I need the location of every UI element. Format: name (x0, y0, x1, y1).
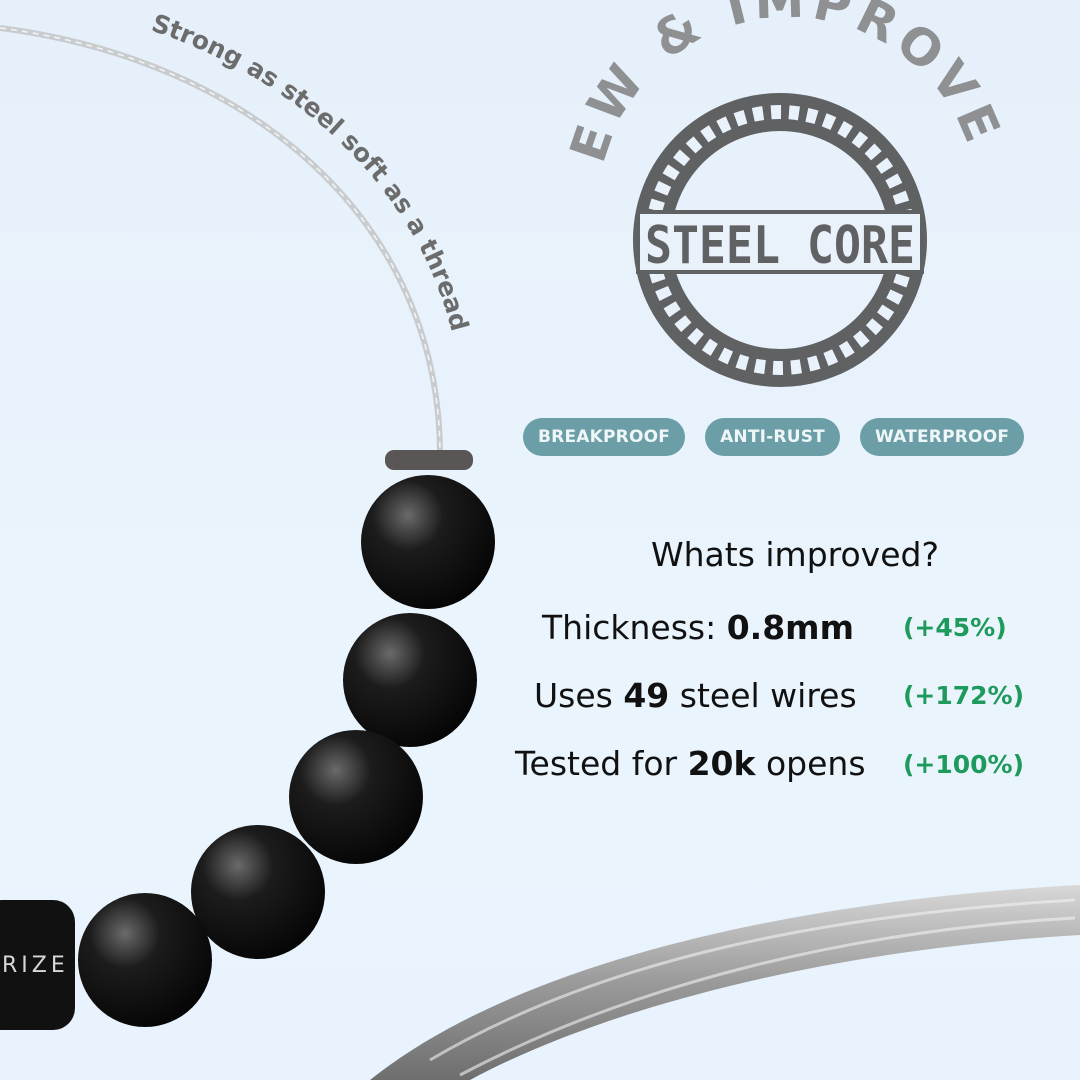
improvement-change: (+172%) (903, 681, 1025, 710)
badge-title: STEEL CORE (645, 216, 915, 276)
improvement-row-thickness: Thickness: 0.8mm (542, 608, 854, 647)
steel-core-badge: STEEL CORE (633, 93, 927, 387)
tag-breakproof: BREAKPROOF (523, 418, 686, 456)
row-suffix: steel wires (669, 676, 857, 715)
steel-wire (0, 25, 443, 456)
row-label: Uses (534, 676, 624, 715)
improvement-change: (+45%) (903, 613, 1007, 642)
tag-waterproof: WATERPROOF (859, 418, 1025, 456)
bead (361, 475, 495, 609)
row-value: 20k (687, 744, 756, 783)
row-value: 0.8mm (726, 608, 854, 647)
improvement-change: (+100%) (903, 750, 1025, 779)
steel-cable-closeup (370, 885, 1080, 1080)
bead (343, 613, 477, 747)
row-label: Thickness: (542, 608, 727, 647)
improvement-row-opens: Tested for 20k opens (515, 744, 866, 783)
wire-caption: Strong as steel soft as a thread (148, 8, 474, 334)
improvement-row-wires: Uses 49 steel wires (534, 676, 857, 715)
feature-tags: BREAKPROOF ANTI-RUST WATERPROOF (523, 418, 1025, 456)
clasp-brand: RIZE (2, 953, 69, 978)
clasp (0, 900, 75, 1030)
tag-anti-rust: ANTI-RUST (705, 418, 840, 456)
end-cap (385, 450, 473, 470)
bead (289, 730, 423, 864)
row-suffix: opens (755, 744, 866, 783)
row-value: 49 (623, 676, 670, 715)
row-label: Tested for (515, 744, 688, 783)
beads (78, 475, 495, 1027)
improvements-heading: Whats improved? (651, 535, 939, 574)
bead (191, 825, 325, 959)
bead (78, 893, 212, 1027)
